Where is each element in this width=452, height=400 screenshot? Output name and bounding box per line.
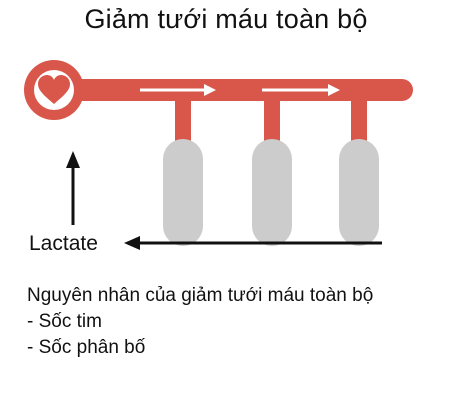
tissue-capsule-1	[163, 139, 203, 246]
flow-arrow-2	[262, 84, 340, 96]
branch-2	[264, 98, 280, 142]
artery-bar	[55, 79, 413, 101]
heart-icon	[38, 75, 70, 104]
branch-3	[351, 98, 367, 142]
lactate-up-arrow	[66, 151, 80, 225]
branch-1	[175, 98, 191, 142]
caption-item: - Sốc tim	[27, 311, 102, 332]
lactate-label: Lactate	[29, 232, 98, 255]
diagram-title: Giảm tưới máu toàn bộ	[84, 4, 368, 34]
caption: Nguyên nhân của giảm tưới máu toàn bộ - …	[27, 283, 373, 361]
return-flow-arrow	[124, 236, 382, 250]
caption-heading: Nguyên nhân của giảm tưới máu toàn bộ	[27, 285, 374, 306]
caption-item: - Sốc phân bố	[27, 337, 146, 358]
flow-arrow-1	[140, 84, 216, 96]
tissue-capsule-3	[339, 139, 379, 246]
tissue-capsule-2	[252, 139, 292, 246]
